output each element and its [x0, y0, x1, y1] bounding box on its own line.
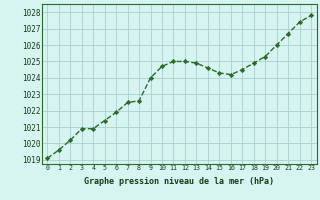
X-axis label: Graphe pression niveau de la mer (hPa): Graphe pression niveau de la mer (hPa)	[84, 177, 274, 186]
